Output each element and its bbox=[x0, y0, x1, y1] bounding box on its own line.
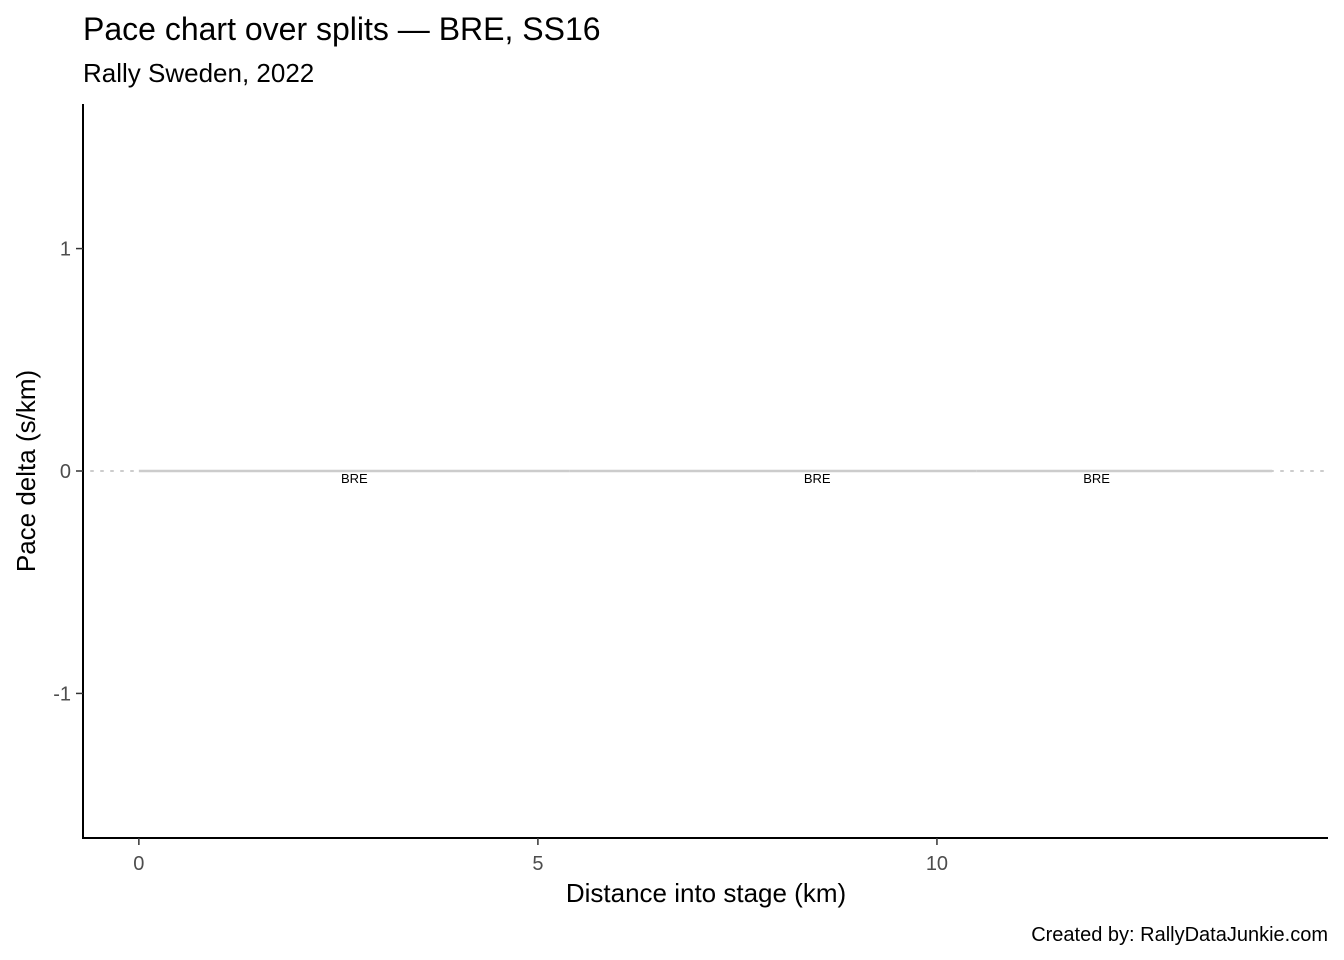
x-tick-label: 0 bbox=[133, 853, 144, 875]
chart-title: Pace chart over splits — BRE, SS16 bbox=[83, 11, 601, 47]
y-axis-ticks: -1 0 1 bbox=[53, 239, 83, 705]
y-tick-label: 1 bbox=[60, 239, 71, 261]
chart-subtitle: Rally Sweden, 2022 bbox=[83, 58, 314, 88]
segment-label-2: BRE bbox=[804, 471, 831, 486]
segment-label-3: BRE bbox=[1083, 471, 1110, 486]
segment-label-1: BRE bbox=[341, 471, 368, 486]
x-axis-ticks: 0 5 10 bbox=[133, 838, 948, 875]
y-tick-label: -1 bbox=[53, 683, 71, 705]
y-tick-label: 0 bbox=[60, 461, 71, 483]
x-tick-label: 10 bbox=[926, 853, 948, 875]
plot-area: BRE BRE BRE bbox=[90, 469, 1329, 486]
x-axis-title: Distance into stage (km) bbox=[566, 878, 846, 908]
chart-caption: Created by: RallyDataJunkie.com bbox=[1031, 924, 1328, 946]
x-tick-label: 5 bbox=[532, 853, 543, 875]
y-axis-title: Pace delta (s/km) bbox=[11, 370, 41, 572]
